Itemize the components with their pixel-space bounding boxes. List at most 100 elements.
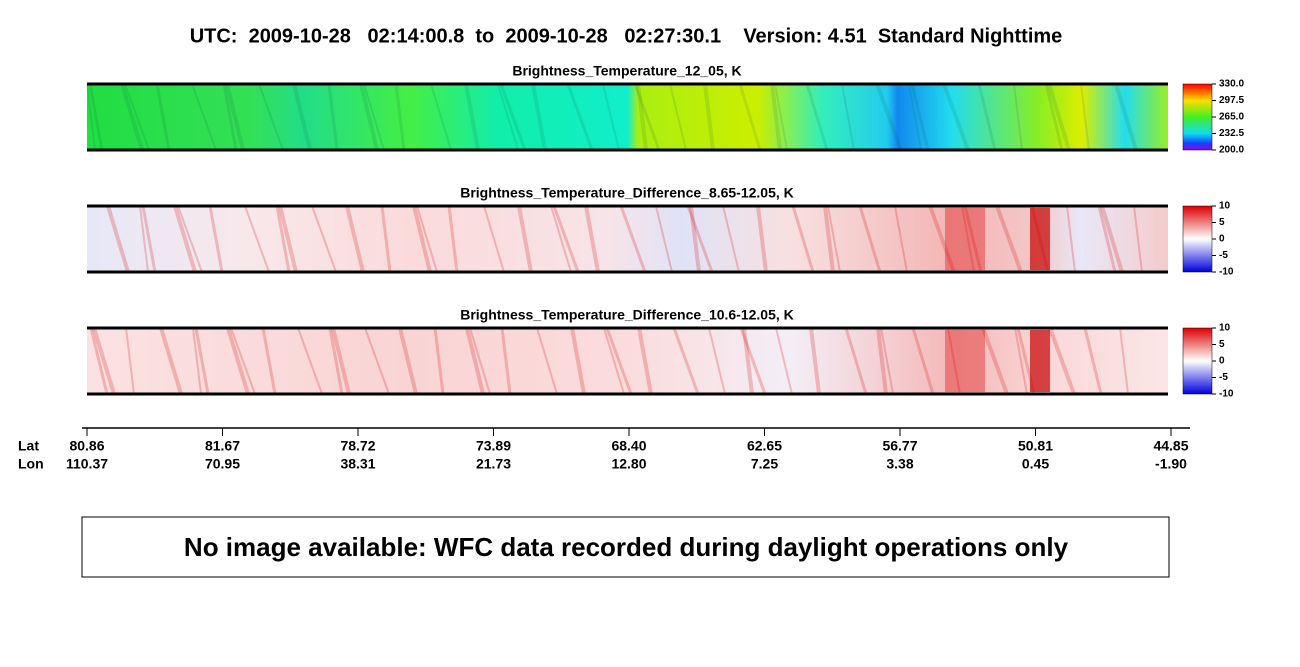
colorbar-tick-label: -5 — [1219, 372, 1228, 383]
colorbar — [1182, 327, 1213, 395]
lon-label: 7.25 — [751, 456, 778, 472]
image-streak — [311, 205, 337, 273]
image-streak — [791, 205, 815, 273]
image-streak — [880, 327, 894, 395]
panel-image — [87, 206, 1168, 272]
image-streak — [858, 205, 882, 273]
image-streak — [770, 83, 782, 151]
image-streak — [177, 205, 203, 273]
image-streak — [637, 327, 653, 395]
image-streak — [1083, 327, 1103, 395]
image-streak — [963, 205, 983, 273]
image-streak — [708, 327, 726, 395]
image-streak — [844, 327, 868, 395]
colorbar-tick-label: 5 — [1219, 217, 1225, 228]
image-streak — [1044, 83, 1064, 151]
image-streak — [602, 83, 620, 151]
panel-title: Brightness_Temperature_12_05, K — [512, 63, 741, 79]
image-streak — [536, 327, 558, 395]
colorbar-tick-label: 232.5 — [1219, 128, 1244, 139]
image-streak — [225, 83, 245, 151]
image-streak — [359, 83, 379, 151]
image-streak — [328, 327, 344, 395]
image-streak — [464, 83, 480, 151]
colorbar-tick-label: 330.0 — [1219, 79, 1244, 90]
image-streak — [517, 205, 533, 273]
message: No image available: WFC data recorded du… — [184, 532, 1069, 562]
colorbar-tick-label: 10 — [1219, 201, 1231, 212]
image-streak — [566, 83, 594, 151]
image-streak — [875, 83, 903, 151]
image-streak — [89, 327, 109, 395]
row-label: Lon — [18, 456, 44, 472]
image-streak — [1080, 83, 1090, 151]
image-streak — [292, 83, 312, 151]
image-streak — [942, 83, 970, 151]
image-streak — [876, 327, 888, 395]
lon-label: 38.31 — [340, 456, 375, 472]
image-streak — [230, 327, 256, 395]
image-streak — [120, 83, 144, 151]
image-streak — [655, 205, 673, 273]
image-streak — [605, 327, 633, 395]
image-streak — [1014, 327, 1028, 395]
panel-image — [87, 328, 1168, 394]
image-streak — [636, 83, 648, 151]
image-streak — [398, 327, 418, 395]
image-streak — [258, 83, 284, 151]
image-streak — [124, 83, 150, 151]
image-streak — [823, 205, 835, 273]
image-streak — [499, 83, 527, 151]
image-streak — [208, 205, 224, 273]
image-streak — [106, 205, 130, 273]
image-streak — [173, 205, 197, 273]
lon-label: 21.73 — [476, 456, 511, 472]
image-streak — [756, 205, 768, 273]
image-streak — [412, 205, 432, 273]
colorbar-tick-label: 0 — [1219, 356, 1225, 367]
image-streak — [531, 83, 547, 151]
image-streak — [774, 83, 788, 151]
image-streak — [483, 205, 505, 273]
colorbar-tick-label: -10 — [1219, 389, 1234, 400]
image-streak — [86, 83, 96, 151]
image-hotspot — [1030, 330, 1050, 392]
colorbar-tick-label: 200.0 — [1219, 145, 1244, 156]
colorbar — [1182, 205, 1213, 273]
image-streak — [297, 327, 323, 395]
image-streak — [689, 205, 701, 273]
image-streak — [141, 205, 157, 273]
image-streak — [570, 327, 586, 395]
image-streak — [469, 327, 491, 395]
image-streak — [995, 205, 1023, 273]
image-streak — [447, 205, 459, 273]
image-streak — [88, 83, 104, 151]
panel-image — [87, 84, 1168, 150]
image-streak — [430, 83, 452, 151]
image-streak — [928, 205, 956, 273]
image-streak — [275, 205, 291, 273]
image-streak — [226, 327, 250, 395]
lat-label: 62.65 — [747, 438, 782, 454]
image-streak — [1097, 205, 1117, 273]
image-streak — [672, 327, 700, 395]
image-streak — [742, 327, 754, 395]
lat-label: 80.86 — [69, 438, 104, 454]
image-streak — [603, 327, 625, 395]
lon-label: 70.95 — [205, 456, 240, 472]
image-streak — [222, 83, 238, 151]
row-label: Lat — [18, 438, 39, 454]
image-hotspot — [1030, 208, 1050, 270]
lon-label: 12.80 — [611, 456, 646, 472]
lat-label: 50.81 — [1018, 438, 1053, 454]
image-streak — [1119, 327, 1129, 395]
panel-title: Brightness_Temperature_Difference_10.6-1… — [460, 307, 794, 323]
image-streak — [363, 83, 385, 151]
lat-label: 73.89 — [476, 438, 511, 454]
lat-label: 44.85 — [1153, 438, 1188, 454]
lon-label: 3.38 — [886, 456, 913, 472]
image-streak — [159, 327, 183, 395]
colorbar-tick-label: 297.5 — [1219, 95, 1244, 106]
image-streak — [619, 205, 647, 273]
